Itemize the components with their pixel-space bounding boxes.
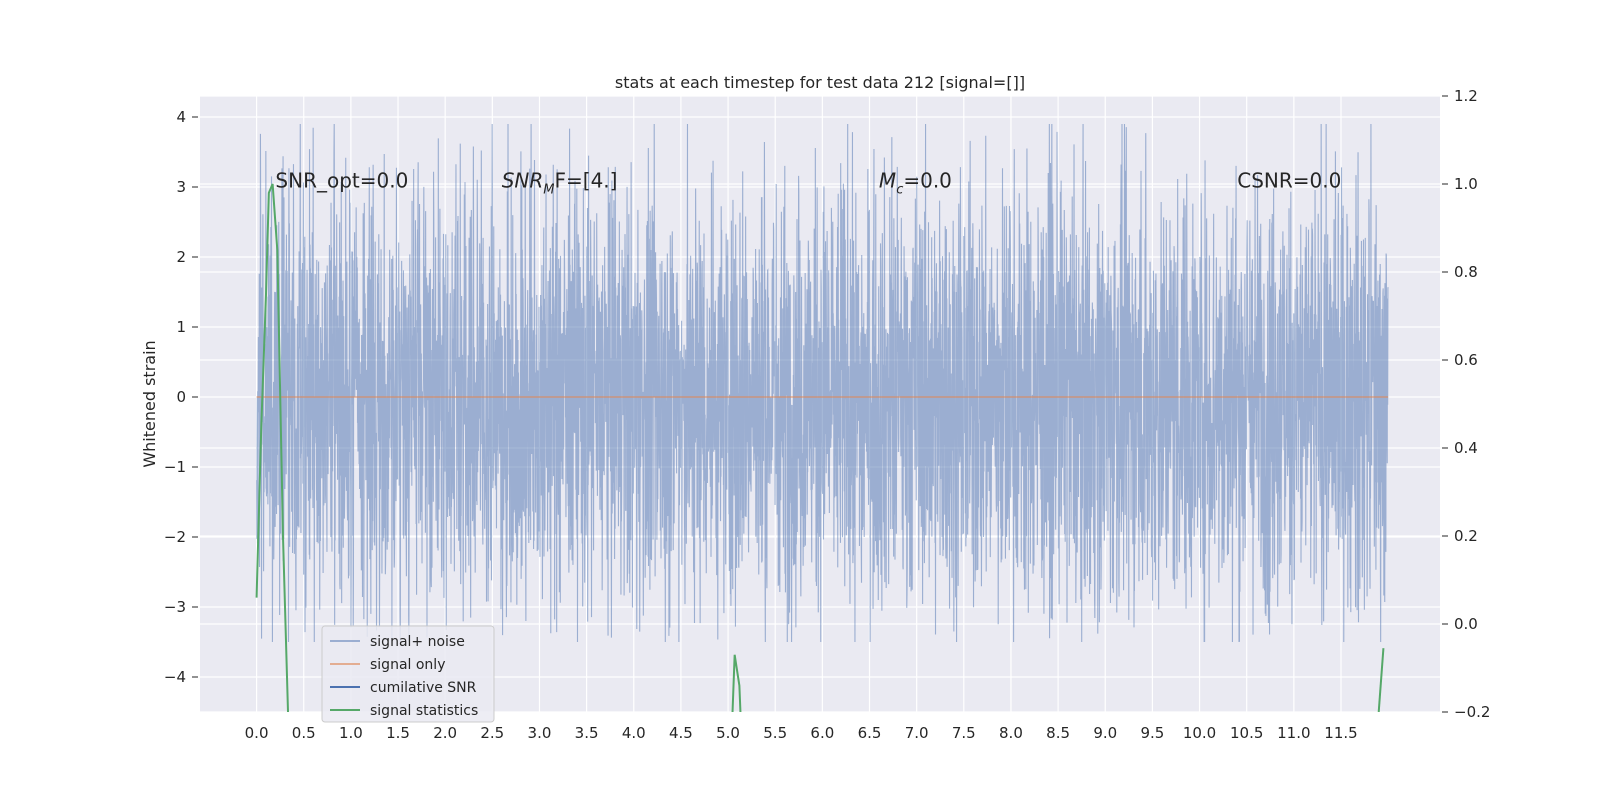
- x-tick-label: 5.0: [716, 724, 740, 742]
- signal-statistics-line: [731, 654, 742, 712]
- annotation-2: Mc=0.0: [879, 169, 952, 198]
- annotation-main: SNR: [502, 169, 544, 193]
- annotation-rest: F=[4.]: [555, 169, 618, 193]
- x-tick-label: 10.0: [1183, 724, 1216, 742]
- x-tick-label: 7.5: [952, 724, 976, 742]
- y2-tick-label: 1.0: [1454, 175, 1478, 193]
- x-tick-label: 10.5: [1230, 724, 1263, 742]
- x-tick-label: 2.0: [433, 724, 457, 742]
- legend-label: signal statistics: [370, 703, 478, 719]
- y-tick-label: −4: [164, 668, 186, 686]
- annotation-sub: M: [543, 183, 554, 198]
- y-tick-label: 4: [176, 108, 186, 126]
- legend-label: signal only: [370, 657, 445, 673]
- x-tick-label: 4.0: [622, 724, 646, 742]
- x-tick-label: 5.5: [763, 724, 787, 742]
- y-tick-label: 1: [176, 318, 186, 336]
- annotation-1: SNRMF=[4.]: [502, 169, 618, 198]
- y-axis-label: Whitened strain: [140, 340, 159, 467]
- x-tick-label: 9.5: [1140, 724, 1164, 742]
- y2-tick-label: 0.0: [1454, 615, 1478, 633]
- x-tick-label: 2.5: [480, 724, 504, 742]
- x-tick-label: 11.5: [1324, 724, 1357, 742]
- x-tick-label: 3.5: [575, 724, 599, 742]
- y-tick-label: 3: [176, 178, 186, 196]
- annotation-3: CSNR=0.0: [1237, 169, 1341, 193]
- y2-tick-label: 1.2: [1454, 87, 1478, 105]
- legend-label: cumilative SNR: [370, 680, 477, 696]
- x-tick-label: 7.0: [905, 724, 929, 742]
- legend: signal+ noise signal only cumilative SNR si…: [321, 625, 495, 723]
- y2-tick-label: 0.8: [1454, 263, 1478, 281]
- y2-tick-label: 0.6: [1454, 351, 1478, 369]
- y-tick-label: −2: [164, 528, 186, 546]
- y-tick-label: 2: [176, 248, 186, 266]
- annotation-sub: c: [896, 183, 903, 198]
- x-tick-label: 6.0: [810, 724, 834, 742]
- annotation-0: SNR_opt=0.0: [275, 169, 408, 193]
- line-series: [255, 183, 1389, 712]
- y2-tick-label: −0.2: [1454, 703, 1490, 721]
- x-tick-label: 8.5: [1046, 724, 1070, 742]
- y2-tick-label: 0.2: [1454, 527, 1478, 545]
- x-tick-label: 6.5: [858, 724, 882, 742]
- y-tick-label: −1: [164, 458, 186, 476]
- signal-noise-series: [256, 123, 1389, 643]
- legend-box: [321, 625, 495, 723]
- annotations: SNR_opt=0.0 SNRMF=[4.] Mc=0.0 CSNR=0.0: [275, 169, 1341, 198]
- y2-tick-label: 0.4: [1454, 439, 1478, 457]
- x-tick-label: 0.5: [292, 724, 316, 742]
- signal-statistics-line: [255, 183, 290, 712]
- annotation-main: M: [879, 169, 896, 193]
- x-tick-label: 0.0: [245, 724, 269, 742]
- x-tick-label: 3.0: [528, 724, 552, 742]
- signal-statistics-line: [1377, 648, 1385, 712]
- legend-label: signal+ noise: [370, 634, 465, 650]
- x-tick-label: 1.0: [339, 724, 363, 742]
- y-tick-label: −3: [164, 598, 186, 616]
- x-tick-label: 8.0: [999, 724, 1023, 742]
- chart-title: stats at each timestep for test data 212…: [615, 73, 1025, 92]
- x-tick-label: 9.0: [1093, 724, 1117, 742]
- x-tick-label: 4.5: [669, 724, 693, 742]
- signal-noise-line: [256, 123, 1389, 643]
- x-tick-label: 1.5: [386, 724, 410, 742]
- annotation-rest: =0.0: [903, 169, 952, 193]
- x-tick-label: 11.0: [1277, 724, 1310, 742]
- y-tick-label: 0: [176, 388, 186, 406]
- tick-labels: 0.0 0.5 1.0 1.5 2.0 2.5 3.0 3.5 4.0 4.5 5.0 5.5 6.0 6…: [164, 87, 1491, 742]
